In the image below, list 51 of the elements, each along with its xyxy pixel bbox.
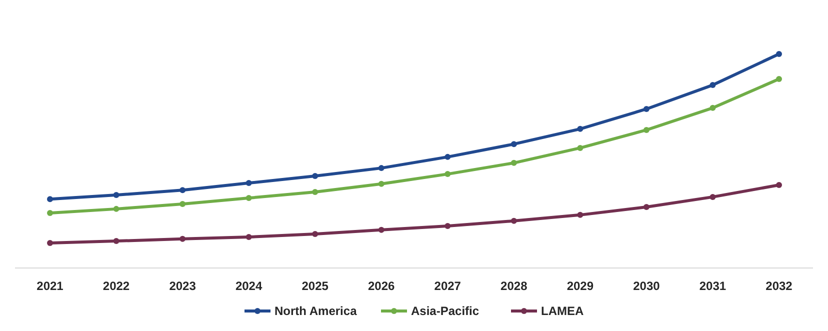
point [113,192,120,198]
point [710,82,716,88]
x-tick-label: 2021 [36,279,64,293]
point [246,195,252,202]
x-tick-label: 2026 [368,279,396,293]
point [246,180,252,186]
point [710,104,716,111]
x-tick-label: 2031 [699,279,726,293]
point [710,194,716,200]
x-tick-label: 2024 [235,279,262,293]
point [312,230,318,237]
legend-label: LAMEA [541,304,584,318]
point [510,141,517,148]
point [312,172,318,179]
point [246,234,252,240]
point [444,171,451,178]
point [113,238,120,244]
point [47,240,53,246]
point [577,144,584,151]
point [113,206,120,212]
point [47,210,53,216]
point [47,196,53,202]
x-tick-label: 2023 [169,279,196,293]
x-tick-label: 2032 [766,279,793,293]
point [444,154,451,160]
point [577,212,584,218]
point [776,182,782,188]
point [444,223,451,230]
point [180,187,186,194]
x-tick-label: 2029 [566,279,594,293]
legend-label: North America [274,304,358,318]
point [776,76,782,82]
point [180,201,186,208]
legend-label: Asia-Pacific [411,304,480,318]
x-tick-label: 2025 [302,279,329,293]
x-tick-label: 2027 [434,279,462,293]
point [180,236,186,242]
point [643,204,650,210]
point [510,160,517,166]
point [643,126,650,133]
point [776,51,782,57]
x-tick-label: 2022 [102,279,130,293]
point [510,218,517,224]
point [643,106,650,112]
point [312,189,318,196]
point [378,165,384,172]
point [378,226,384,233]
x-tick-label: 2028 [500,279,528,293]
point [378,180,384,187]
x-tick-label: 2030 [633,279,660,293]
point [577,126,584,132]
